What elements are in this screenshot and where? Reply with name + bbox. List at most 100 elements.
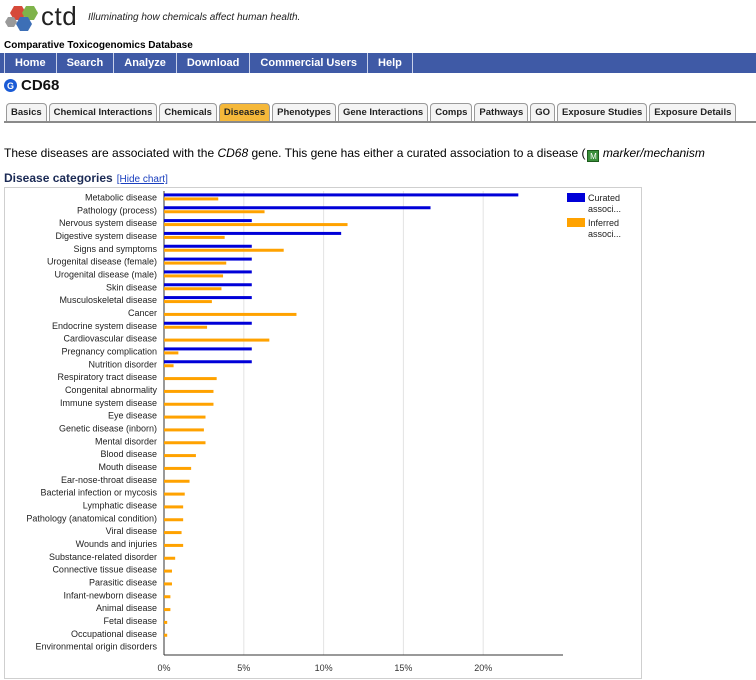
category-label: Mouth disease [98, 462, 157, 472]
curated-bar [164, 270, 252, 274]
category-label: Cancer [128, 308, 157, 318]
category-label: Lymphatic disease [83, 500, 157, 510]
inferred-bar [164, 595, 171, 599]
x-tick-label: 5% [237, 663, 250, 673]
ctd-logo[interactable] [4, 3, 84, 37]
category-label: Bacterial infection or mycosis [40, 488, 157, 498]
category-label: Nutrition disorder [88, 359, 157, 369]
inferred-bar [164, 556, 176, 560]
tab-exposure-studies[interactable]: Exposure Studies [557, 103, 648, 121]
inferred-bar [164, 466, 192, 470]
intro-after: gene. This gene has either a curated ass… [248, 146, 586, 160]
inferred-bar [164, 441, 206, 445]
database-name: Comparative Toxicogenomics Database [4, 40, 193, 51]
tab-exposure-details[interactable]: Exposure Details [649, 103, 737, 121]
inferred-bar [164, 364, 174, 368]
category-label: Wounds and injuries [76, 539, 158, 549]
curated-bar [164, 360, 252, 364]
main-navbar: Home Search Analyze Download Commercial … [0, 53, 756, 73]
tab-divider [4, 121, 756, 123]
inferred-bar [164, 620, 168, 624]
tab-chemicals[interactable]: Chemicals [159, 103, 217, 121]
category-label: Cardiovascular disease [63, 334, 157, 344]
intro-end: marker/mechanism [602, 146, 705, 160]
category-label: Immune system disease [60, 398, 157, 408]
logo-wordmark: ctd [41, 1, 78, 31]
gene-icon: G [4, 79, 17, 92]
category-label: Environmental origin disorders [35, 642, 157, 652]
disease-categories-heading: Disease categories [Hide chart] [4, 171, 168, 185]
inferred-bar [164, 300, 212, 304]
inferred-bar [164, 505, 184, 509]
curated-bar [164, 193, 519, 197]
disease-chart: 0% 5% 10% 15% 20% Metabolic disease Pathology … [4, 187, 642, 679]
hide-chart-link[interactable]: [Hide chart] [116, 174, 168, 185]
category-label: Occupational disease [71, 629, 157, 639]
category-label: Mental disorder [95, 436, 157, 446]
inferred-bar [164, 633, 168, 637]
curated-bar [164, 244, 252, 248]
nav-home[interactable]: Home [4, 53, 57, 73]
x-tick-label: 0% [157, 663, 170, 673]
intro-before: These diseases are associated with the [4, 146, 218, 160]
tab-phenotypes[interactable]: Phenotypes [272, 103, 336, 121]
inferred-bar [164, 531, 182, 535]
inferred-bar [164, 569, 172, 573]
tab-comps[interactable]: Comps [430, 103, 473, 121]
inferred-bar [164, 274, 224, 278]
curated-bar [164, 321, 252, 325]
category-label: Endocrine system disease [52, 321, 157, 331]
legend-label: Curated [588, 193, 620, 203]
inferred-bar [164, 454, 196, 458]
category-label: Respiratory tract disease [57, 372, 157, 382]
tab-diseases[interactable]: Diseases [218, 103, 271, 121]
tagline: Illuminating how chemicals affect human … [88, 12, 301, 23]
nav-download[interactable]: Download [177, 53, 251, 73]
gene-title: G CD68 [4, 77, 59, 94]
legend-label-line2: associ... [588, 229, 621, 239]
curated-bar [164, 231, 342, 235]
category-label: Pathology (process) [77, 205, 157, 215]
disease-bar-chart: 0% 5% 10% 15% 20% Metabolic disease Pathology … [26, 191, 621, 673]
category-label: Signs and symptoms [73, 244, 157, 254]
tab-basics[interactable]: Basics [6, 103, 47, 121]
nav-analyze[interactable]: Analyze [114, 53, 177, 73]
category-label: Nervous system disease [59, 218, 157, 228]
curated-bar [164, 296, 252, 300]
legend-label: Inferred [588, 218, 619, 228]
tab-go[interactable]: GO [530, 103, 556, 121]
inferred-bar [164, 338, 270, 342]
category-label: Eye disease [108, 411, 157, 421]
tab-chemical-interactions[interactable]: Chemical Interactions [48, 103, 158, 121]
nav-search[interactable]: Search [57, 53, 115, 73]
x-tick-label: 15% [394, 663, 412, 673]
category-label: Blood disease [100, 449, 157, 459]
category-label: Connective tissue disease [52, 565, 157, 575]
legend-swatch-curated [567, 193, 585, 202]
inferred-bar [164, 235, 225, 239]
category-label: Metabolic disease [85, 192, 157, 202]
category-label: Substance-related disorder [49, 552, 157, 562]
inferred-bar [164, 415, 206, 419]
legend-label-line2: associ... [588, 204, 621, 214]
inferred-bar [164, 325, 208, 329]
category-label: Fetal disease [103, 616, 157, 626]
tab-gene-interactions[interactable]: Gene Interactions [337, 103, 429, 121]
categories-title: Disease categories [4, 171, 113, 185]
inferred-bar [164, 248, 284, 252]
curated-bar [164, 347, 252, 351]
legend-swatch-inferred [567, 218, 585, 227]
intro-gene: CD68 [217, 146, 249, 160]
category-label: Musculoskeletal disease [59, 295, 157, 305]
inferred-bar [164, 518, 184, 522]
tab-pathways[interactable]: Pathways [474, 103, 529, 121]
x-tick-label: 20% [474, 663, 492, 673]
inferred-bar [164, 582, 172, 586]
curated-bar [164, 206, 431, 210]
nav-commercial-users[interactable]: Commercial Users [250, 53, 369, 73]
inferred-bar [164, 377, 217, 381]
category-label: Parasitic disease [89, 577, 157, 587]
category-label: Skin disease [106, 282, 157, 292]
category-label: Urogenital disease (female) [47, 257, 157, 267]
nav-help[interactable]: Help [368, 53, 413, 73]
